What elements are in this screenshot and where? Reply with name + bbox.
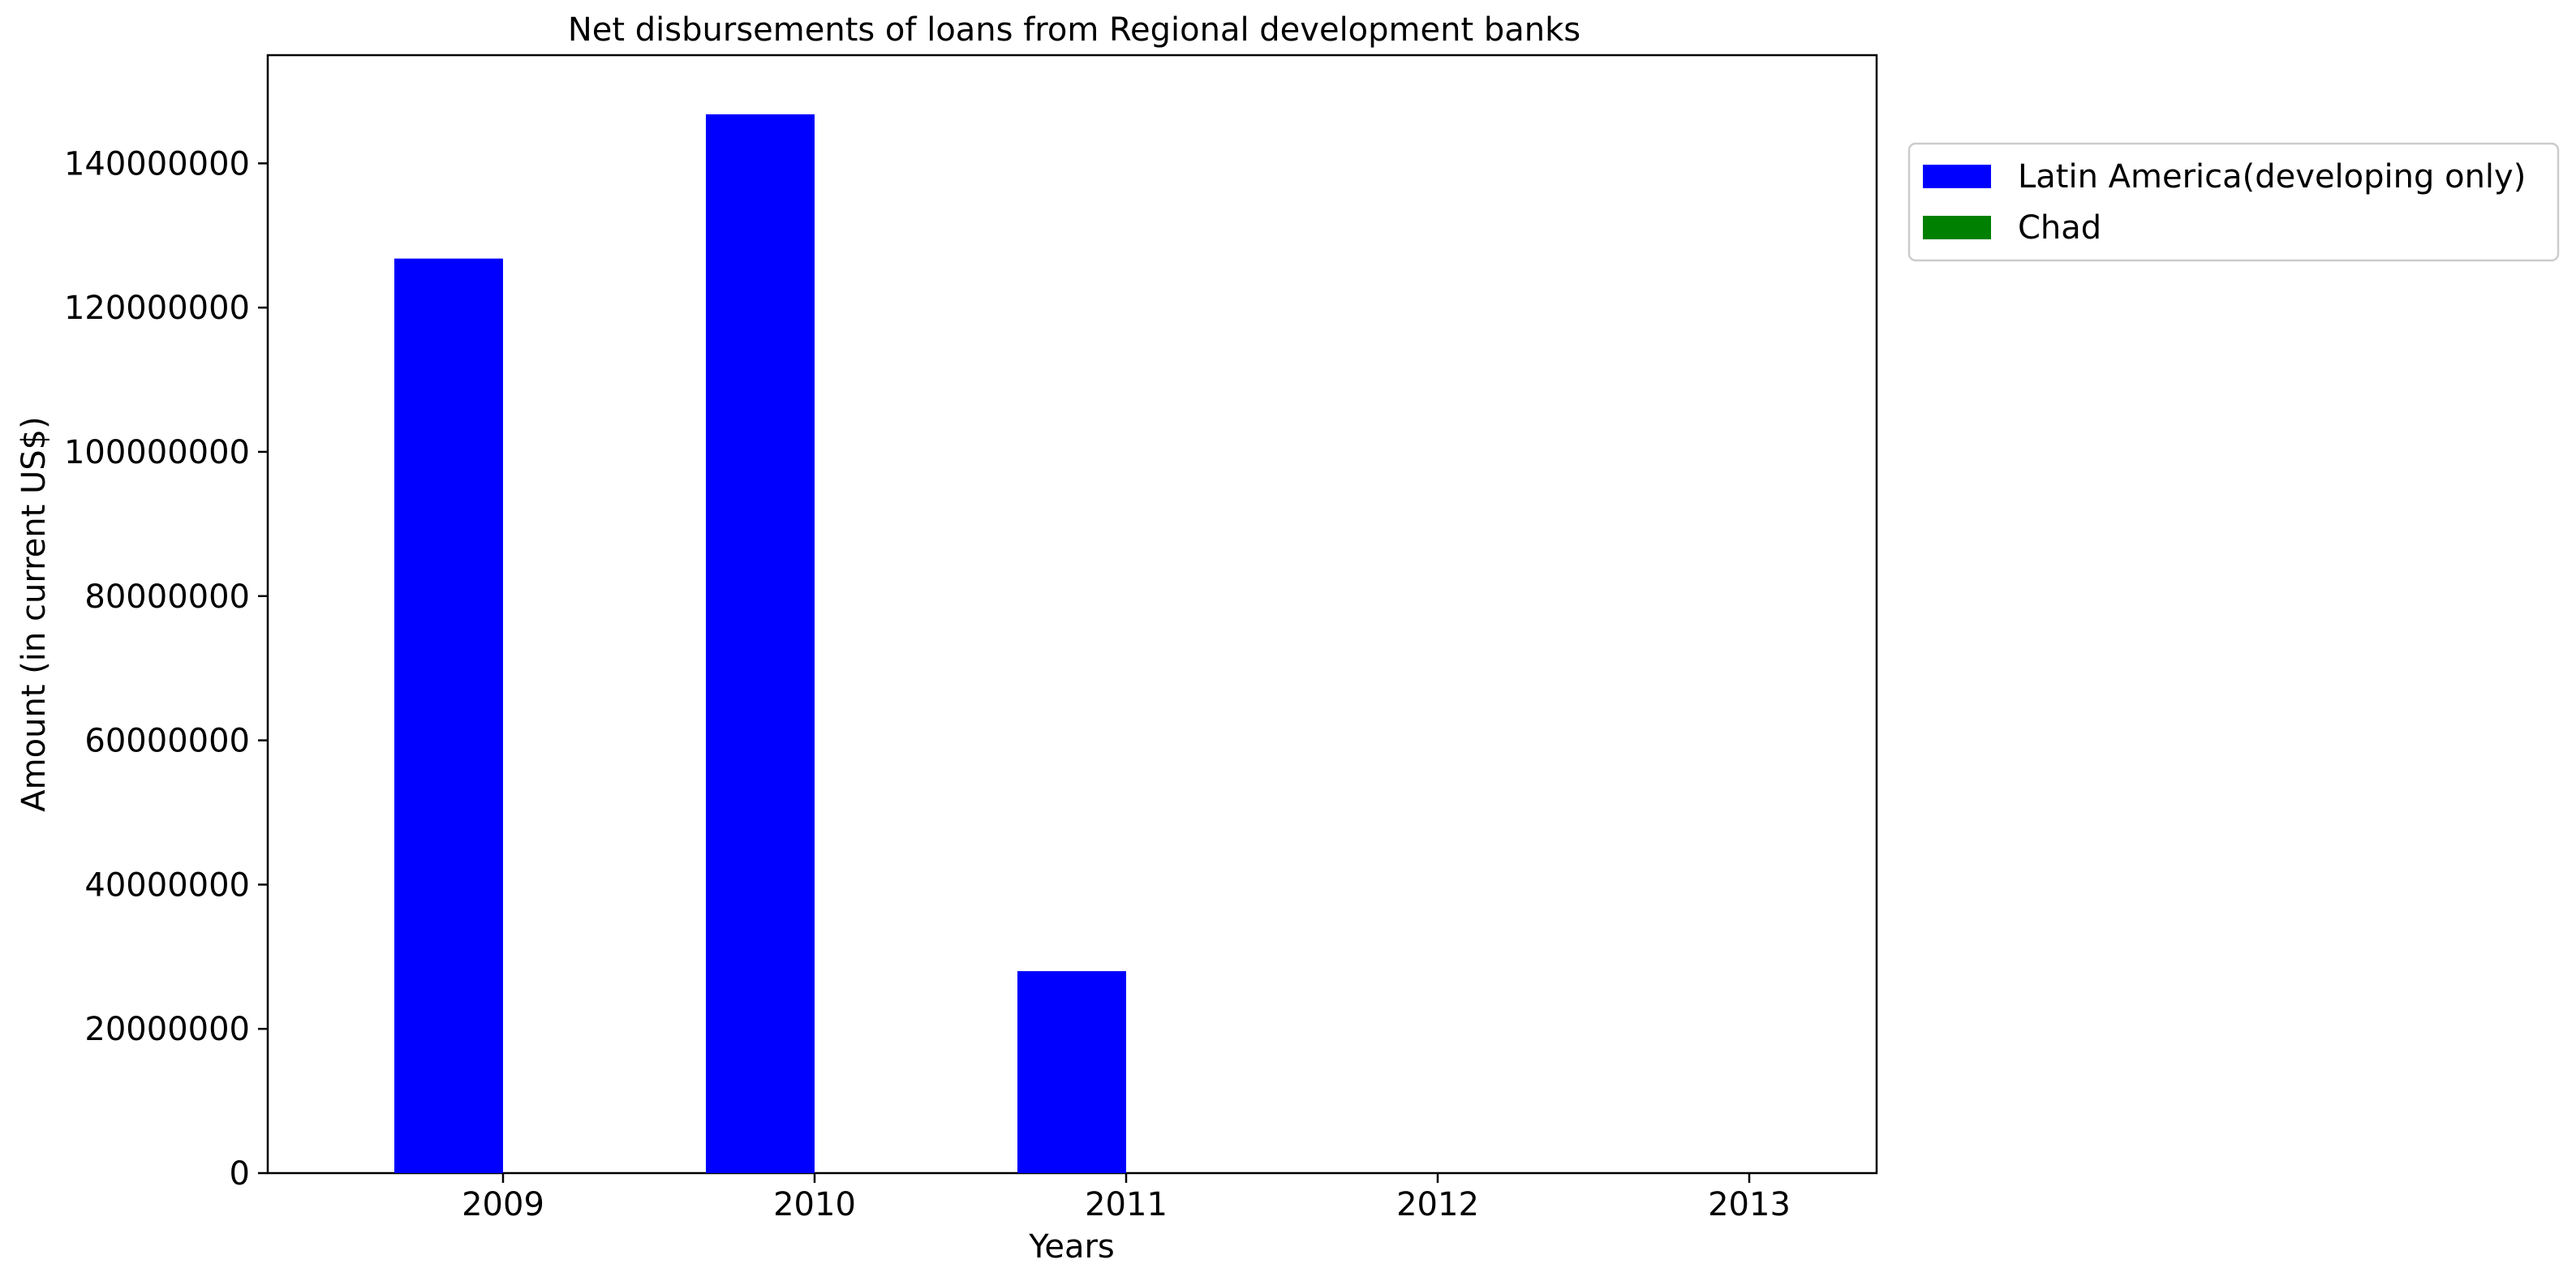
plot-area: 0 20000000 40000000 60000000 80000000 1000000…	[64, 54, 1878, 1223]
legend-entries: Latin America(developing only) Chad	[1923, 158, 2526, 247]
x-tick-label: 2012	[1396, 1186, 1479, 1223]
legend-label: Latin America(developing only)	[2018, 158, 2526, 196]
y-tick-label: 100000000	[64, 434, 250, 471]
x-tick-label: 2013	[1708, 1186, 1791, 1223]
legend-swatch	[1923, 216, 1991, 239]
x-tick-label: 2011	[1085, 1186, 1168, 1223]
y-tick-label: 80000000	[84, 578, 250, 616]
x-axis: 2009 2010 2011 2012 2013	[462, 1173, 1791, 1223]
y-tick-label: 120000000	[64, 290, 250, 327]
y-tick-label: 140000000	[64, 145, 250, 183]
bar-latin-america-developing-only-2011	[1017, 971, 1126, 1173]
y-tick-label: 60000000	[84, 723, 250, 760]
y-tick-label: 20000000	[84, 1011, 250, 1048]
bar-latin-america-developing-only-2009	[394, 258, 503, 1174]
bar-latin-america-developing-only-2010	[706, 114, 815, 1174]
legend-frame	[1907, 142, 2560, 262]
legend: Latin America(developing only) Chad	[1907, 142, 2560, 262]
legend-label: Chad	[2018, 209, 2101, 247]
x-tick-label: 2010	[773, 1186, 856, 1223]
legend-swatch	[1923, 165, 1991, 188]
y-tick-label: 0	[230, 1155, 250, 1193]
y-axis: 0 20000000 40000000 60000000 80000000 1000000…	[64, 145, 268, 1193]
bars-layer	[394, 114, 1126, 1174]
chart-title: Net disbursements of loans from Regional…	[568, 11, 1580, 49]
y-axis-label: Amount (in current US$)	[15, 416, 53, 811]
y-tick-label: 40000000	[84, 866, 250, 904]
x-axis-label: Years	[1028, 1228, 1115, 1266]
x-tick-label: 2009	[462, 1186, 544, 1223]
